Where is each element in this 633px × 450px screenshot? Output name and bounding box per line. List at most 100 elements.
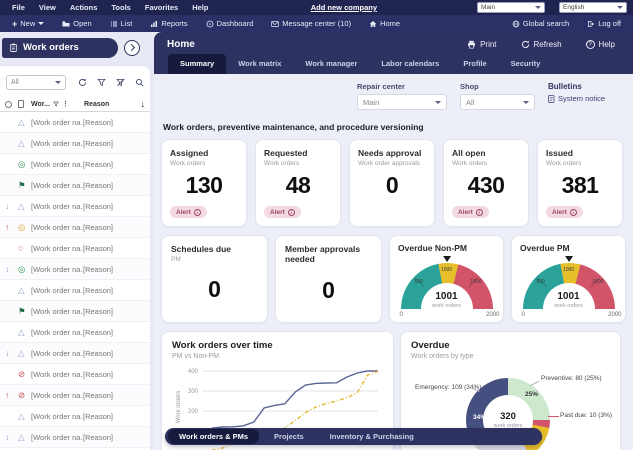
sort-descending-icon[interactable]: ↓	[140, 99, 146, 109]
work-orders-pill[interactable]: Work orders	[2, 37, 118, 58]
log-off-button[interactable]: Log off	[587, 19, 621, 28]
company-select[interactable]: Main	[477, 2, 545, 13]
status-blocked-icon: ⊘	[18, 389, 26, 400]
page-title: Home	[167, 39, 195, 50]
refresh-button[interactable]: Refresh	[521, 40, 562, 49]
kpi-title: All open	[452, 148, 486, 158]
status-blocked-icon: ⊘	[18, 368, 26, 379]
refresh-icon	[521, 40, 529, 49]
down-arrow-icon: ↓	[5, 432, 10, 442]
table-row[interactable]: ↑ ◎ [Work order na...][Reason]	[0, 217, 150, 238]
system-notice-link[interactable]: System notice	[548, 94, 620, 103]
filter-select-value: All	[11, 79, 19, 86]
status-flag-icon: ⚑	[18, 305, 26, 316]
menu-favorites[interactable]: Favorites	[144, 3, 179, 12]
work-order-column-header[interactable]: Wor... ⋮	[31, 100, 83, 109]
shop-select[interactable]: All	[460, 94, 535, 110]
message-center-button[interactable]: Message center (10)	[271, 19, 351, 28]
work-orders-panel: All Wor... ⋮	[0, 65, 150, 450]
table-row[interactable]: ○ [Work order na...][Reason]	[0, 238, 150, 259]
print-button[interactable]: Print	[467, 40, 497, 49]
tab-work-manager[interactable]: Work manager	[305, 59, 358, 68]
clipboard-icon	[10, 43, 17, 52]
table-row[interactable]: ⊘ [Work order na...][Reason]	[0, 364, 150, 385]
company-select-value: Main	[481, 4, 496, 11]
add-new-company-link[interactable]: Add new company	[310, 3, 377, 12]
chevron-down-icon	[38, 22, 45, 25]
document-column-header[interactable]	[18, 100, 31, 108]
menu-help[interactable]: Help	[192, 3, 209, 12]
refresh-icon[interactable]	[78, 78, 87, 87]
new-label: New	[20, 19, 36, 28]
clear-filter-icon[interactable]	[116, 78, 125, 87]
tab-work-matrix[interactable]: Work matrix	[238, 59, 282, 68]
table-row[interactable]: ⚑ [Work order na...][Reason]	[0, 301, 150, 322]
global-search-button[interactable]: Global search	[512, 19, 569, 28]
alert-badge[interactable]: Alert i	[452, 206, 489, 218]
kpi-value: 48	[285, 172, 311, 198]
menu-file[interactable]: File	[12, 3, 25, 12]
menu-tools[interactable]: Tools	[111, 3, 131, 12]
home-button[interactable]: Home	[369, 19, 400, 28]
work-orders-filter-select[interactable]: All	[6, 75, 66, 90]
reason-column-header[interactable]: Reason	[84, 100, 110, 108]
kpi-subtitle: Work orders	[170, 160, 206, 167]
work-order-reason: [Reason]	[83, 348, 114, 358]
dashboard-button[interactable]: Dashboard	[206, 19, 253, 28]
table-row[interactable]: ⚑ [Work order na...][Reason]	[0, 175, 150, 196]
table-row[interactable]: ↑ ⊘ [Work order na...][Reason]	[0, 385, 150, 406]
refresh-label: Refresh	[533, 40, 562, 49]
new-button[interactable]: + New	[12, 18, 45, 29]
plus-icon: +	[12, 18, 18, 29]
message-center-label: Message center (10)	[282, 19, 352, 28]
gauge-title: Overdue PM	[520, 243, 570, 253]
help-button[interactable]: ? Help	[585, 40, 615, 49]
search-icon[interactable]	[135, 78, 144, 87]
repair-center-label: Repair center	[357, 82, 405, 91]
kpi-title: Requested	[264, 148, 308, 158]
status-column-header[interactable]	[5, 100, 18, 108]
svg-text:300: 300	[188, 389, 199, 395]
alert-badge[interactable]: Alert i	[170, 206, 207, 218]
open-label: Open	[73, 19, 92, 28]
table-row[interactable]: △ [Work order na...][Reason]	[0, 406, 150, 427]
work-order-name: [Work order na...]	[31, 369, 83, 379]
table-row[interactable]: ↓ ◎ [Work order na...][Reason]	[0, 259, 150, 280]
table-row[interactable]: ↓ △ [Work order na...][Reason]	[0, 427, 150, 448]
menu-view[interactable]: View	[38, 3, 56, 12]
tab-labor-calendars[interactable]: Labor calendars	[381, 59, 440, 68]
reports-button[interactable]: Reports	[150, 19, 188, 28]
kebab-menu-icon[interactable]: ⋮	[61, 101, 69, 108]
work-order-reason: [Reason]	[83, 138, 114, 148]
tab-profile[interactable]: Profile	[463, 59, 487, 68]
language-select[interactable]: English	[559, 2, 627, 13]
expand-sidebar-button[interactable]	[124, 39, 140, 56]
work-order-reason: [Reason]	[83, 432, 114, 442]
gauge-needle	[564, 255, 573, 309]
tab-summary[interactable]: Summary	[168, 54, 227, 74]
tab-security[interactable]: Security	[510, 59, 541, 68]
list-button[interactable]: List	[110, 19, 132, 28]
bottom-tab-projects[interactable]: Projects	[274, 432, 304, 441]
filter-icon[interactable]	[97, 78, 106, 87]
table-row[interactable]: ◎ [Work order na...][Reason]	[0, 154, 150, 175]
status-triangle-icon: △	[18, 326, 25, 337]
work-order-name: [Work order na...]	[31, 138, 83, 148]
kpi-value: 0	[385, 172, 399, 198]
table-row[interactable]: △ [Work order na...][Reason]	[0, 133, 150, 154]
alert-badge[interactable]: Alert i	[264, 206, 301, 218]
repair-center-select[interactable]: Main	[357, 94, 447, 110]
table-row[interactable]: ↓ △ [Work order na...][Reason]	[0, 343, 150, 364]
open-button[interactable]: Open	[62, 19, 92, 28]
alert-badge[interactable]: Alert i	[546, 206, 583, 218]
kpi-card-all-open: All open Work orders 430 Alert i	[443, 139, 529, 227]
printer-icon	[468, 40, 475, 49]
table-row[interactable]: △ [Work order na...][Reason]	[0, 112, 150, 133]
bottom-tab-inventory-purchasing[interactable]: Inventory & Purchasing	[329, 432, 414, 441]
clock-icon	[5, 100, 12, 108]
table-row[interactable]: △ [Work order na...][Reason]	[0, 280, 150, 301]
bottom-tab-work-orders-pms[interactable]: Work orders & PMs	[168, 429, 260, 444]
table-row[interactable]: ↓ △ [Work order na...][Reason]	[0, 196, 150, 217]
menu-actions[interactable]: Actions	[69, 3, 98, 12]
table-row[interactable]: △ [Work order na...][Reason]	[0, 322, 150, 343]
